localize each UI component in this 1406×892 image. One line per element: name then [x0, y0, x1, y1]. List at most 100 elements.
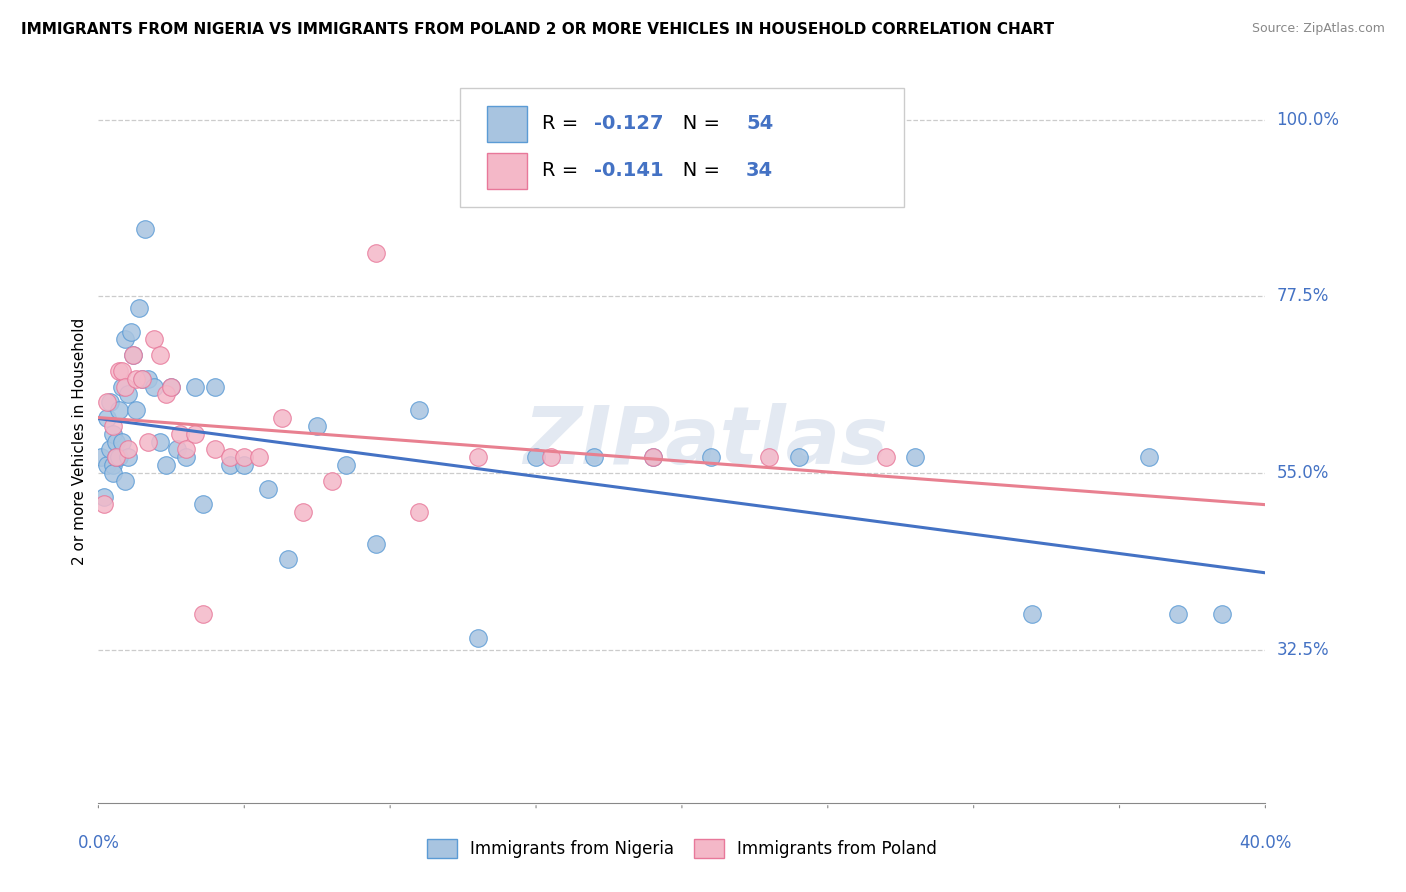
Text: N =: N = — [665, 114, 727, 133]
Point — [125, 372, 148, 386]
Point — [131, 372, 153, 386]
Text: 100.0%: 100.0% — [1277, 111, 1340, 128]
Point — [101, 458, 124, 472]
Point — [467, 631, 489, 645]
Point — [160, 379, 183, 393]
Point — [169, 426, 191, 441]
Point — [134, 222, 156, 236]
Point — [408, 505, 430, 519]
Point — [408, 403, 430, 417]
Point — [1137, 450, 1160, 465]
Point — [117, 442, 139, 457]
Point — [160, 379, 183, 393]
Point — [122, 348, 145, 362]
Point — [524, 450, 547, 465]
Point — [108, 364, 131, 378]
Y-axis label: 2 or more Vehicles in Household: 2 or more Vehicles in Household — [72, 318, 87, 566]
Point — [117, 450, 139, 465]
Point — [233, 450, 256, 465]
Text: 32.5%: 32.5% — [1277, 640, 1329, 658]
Text: ZIPatlas: ZIPatlas — [523, 402, 887, 481]
Point — [120, 325, 142, 339]
Point — [193, 497, 215, 511]
Point — [111, 364, 134, 378]
Point — [204, 442, 226, 457]
Point — [142, 333, 165, 347]
Point — [277, 552, 299, 566]
Point — [101, 466, 124, 480]
Point — [101, 418, 124, 433]
Point — [93, 490, 115, 504]
Text: R =: R = — [541, 161, 585, 180]
Point — [149, 434, 172, 449]
Point — [166, 442, 188, 457]
Point — [111, 379, 134, 393]
Text: Source: ZipAtlas.com: Source: ZipAtlas.com — [1251, 22, 1385, 36]
Point — [149, 348, 172, 362]
Point — [114, 333, 136, 347]
Text: N =: N = — [665, 161, 727, 180]
Point — [174, 442, 197, 457]
Point — [174, 450, 197, 465]
Point — [641, 450, 664, 465]
Point — [125, 403, 148, 417]
Point — [218, 458, 240, 472]
Point — [142, 379, 165, 393]
Point — [104, 450, 127, 465]
Point — [108, 450, 131, 465]
Point — [271, 411, 294, 425]
Text: 54: 54 — [747, 114, 773, 133]
Point — [364, 536, 387, 550]
Text: -0.127: -0.127 — [595, 114, 664, 133]
Point — [204, 379, 226, 393]
Point — [335, 458, 357, 472]
Point — [256, 482, 278, 496]
Legend: Immigrants from Nigeria, Immigrants from Poland: Immigrants from Nigeria, Immigrants from… — [419, 830, 945, 867]
Point — [96, 411, 118, 425]
Point — [114, 474, 136, 488]
Point — [1211, 607, 1233, 622]
Point — [96, 395, 118, 409]
Point — [875, 450, 897, 465]
Point — [114, 379, 136, 393]
Point — [96, 458, 118, 472]
Point — [183, 426, 205, 441]
Text: 40.0%: 40.0% — [1239, 834, 1292, 852]
Point — [117, 387, 139, 401]
Text: -0.141: -0.141 — [595, 161, 664, 180]
Point — [136, 434, 159, 449]
Point — [98, 395, 121, 409]
Point — [128, 301, 150, 315]
Point — [1167, 607, 1189, 622]
Point — [307, 418, 329, 433]
Point — [104, 450, 127, 465]
Point — [90, 450, 112, 465]
Point — [193, 607, 215, 622]
Point — [758, 450, 780, 465]
Text: 77.5%: 77.5% — [1277, 287, 1329, 305]
Point — [93, 497, 115, 511]
Text: 0.0%: 0.0% — [77, 834, 120, 852]
Point — [155, 458, 177, 472]
FancyBboxPatch shape — [460, 87, 904, 207]
Point — [787, 450, 810, 465]
Point — [583, 450, 606, 465]
FancyBboxPatch shape — [486, 105, 527, 142]
Point — [98, 442, 121, 457]
Point — [136, 372, 159, 386]
Point — [122, 348, 145, 362]
Point — [364, 246, 387, 260]
Point — [641, 450, 664, 465]
Point — [467, 450, 489, 465]
Point — [104, 434, 127, 449]
Point — [155, 387, 177, 401]
Point — [131, 372, 153, 386]
FancyBboxPatch shape — [486, 153, 527, 189]
Point — [101, 426, 124, 441]
Text: 55.0%: 55.0% — [1277, 464, 1329, 482]
Point — [700, 450, 723, 465]
Text: 34: 34 — [747, 161, 773, 180]
Point — [247, 450, 270, 465]
Text: R =: R = — [541, 114, 585, 133]
Point — [108, 403, 131, 417]
